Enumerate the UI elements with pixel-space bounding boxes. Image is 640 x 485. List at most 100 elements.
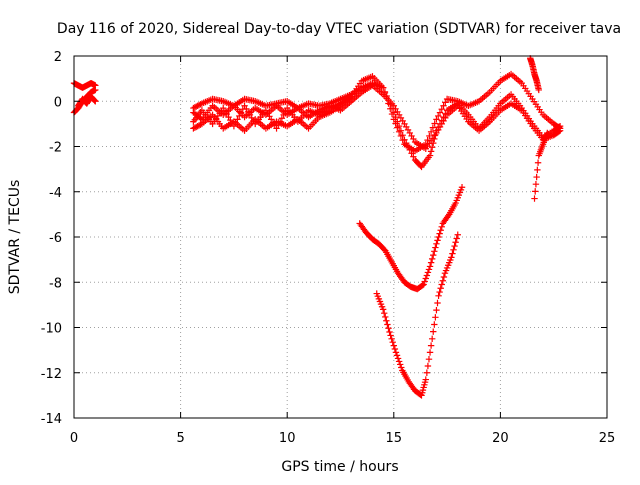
x-axis-label: GPS time / hours	[281, 459, 398, 475]
data-point	[230, 122, 238, 130]
data-point	[435, 112, 442, 120]
data-point	[458, 184, 466, 191]
data-point	[394, 124, 401, 131]
data-point	[237, 109, 245, 116]
data-point	[190, 125, 197, 132]
data-point	[427, 128, 435, 135]
data-point	[454, 231, 461, 238]
data-point	[428, 255, 436, 263]
data-point	[555, 128, 563, 135]
data-point	[425, 266, 433, 273]
y-axis-label: SDTVAR / TECUs	[7, 180, 23, 295]
data-point	[423, 369, 431, 376]
data-point	[379, 306, 387, 313]
data-point	[397, 132, 405, 140]
data-point	[92, 98, 99, 105]
data-point	[276, 118, 284, 125]
data-point	[92, 86, 99, 94]
data-point	[430, 328, 437, 335]
data-point	[395, 358, 403, 365]
data-point	[438, 281, 445, 288]
data-point	[389, 339, 396, 346]
data-point	[91, 97, 98, 104]
data-point	[273, 125, 280, 132]
data-point	[424, 269, 432, 276]
data-point	[382, 313, 389, 321]
data-point	[282, 108, 289, 115]
data-point	[432, 314, 439, 321]
y-tick-label: 0	[54, 95, 62, 110]
series-track-4	[190, 93, 355, 132]
data-point	[428, 144, 436, 151]
y-tick-label: -10	[41, 322, 62, 337]
data-point	[425, 355, 433, 363]
data-point	[191, 104, 199, 111]
y-tick-label: -8	[49, 276, 62, 291]
data-point	[193, 103, 200, 110]
data-point	[450, 246, 457, 254]
series-early-cluster-a	[70, 79, 99, 91]
data-point	[193, 123, 200, 131]
y-tick-label: 2	[54, 50, 62, 65]
x-tick-label: 10	[279, 431, 296, 446]
data-point	[194, 102, 201, 109]
data-point	[533, 173, 540, 181]
chart-title: Day 116 of 2020, Sidereal Day-to-day VTE…	[57, 21, 621, 37]
data-point	[385, 325, 392, 332]
series-track-3	[190, 82, 564, 152]
data-point	[424, 136, 431, 144]
data-point	[440, 102, 447, 109]
data-point	[234, 116, 241, 123]
data-point	[394, 355, 402, 362]
data-point	[544, 129, 551, 137]
data-point	[392, 120, 399, 127]
data-point	[422, 376, 429, 383]
series-late-drop	[531, 129, 551, 202]
data-point	[391, 345, 399, 353]
data-point	[381, 309, 388, 317]
data-point	[347, 93, 355, 100]
data-point	[451, 242, 458, 250]
data-point	[195, 101, 203, 109]
data-point	[423, 272, 431, 279]
data-point	[532, 188, 539, 195]
data-point	[430, 251, 437, 259]
data-point	[535, 86, 542, 94]
data-point	[434, 299, 441, 307]
data-point	[429, 124, 437, 131]
data-point	[236, 112, 243, 120]
data-point	[534, 159, 542, 166]
x-tick-label: 5	[176, 431, 184, 446]
series-early-cluster-c	[75, 93, 99, 109]
data-point	[379, 84, 387, 91]
y-tick-label: -12	[41, 367, 62, 382]
data-points	[70, 55, 564, 399]
data-point	[419, 282, 426, 289]
data-point	[420, 281, 427, 288]
data-point	[448, 254, 455, 261]
data-point	[437, 227, 444, 234]
data-point	[435, 292, 442, 300]
series-drop-lower	[373, 231, 461, 399]
data-point	[438, 223, 445, 231]
data-point	[427, 342, 435, 349]
data-point	[439, 277, 447, 284]
y-tick-label: -4	[49, 186, 62, 201]
series-late-streak	[527, 55, 542, 94]
x-tick-label: 20	[492, 431, 509, 446]
x-tick-label: 0	[70, 431, 78, 446]
data-point	[452, 239, 459, 246]
data-point	[232, 119, 239, 126]
data-point	[431, 248, 438, 255]
data-point	[390, 116, 397, 123]
data-point	[437, 285, 444, 292]
data-point	[436, 109, 444, 116]
data-point	[426, 152, 434, 159]
data-point	[433, 306, 440, 314]
data-point	[431, 120, 438, 127]
data-point	[387, 332, 394, 339]
series-track-1	[190, 79, 564, 171]
data-point	[433, 240, 440, 247]
